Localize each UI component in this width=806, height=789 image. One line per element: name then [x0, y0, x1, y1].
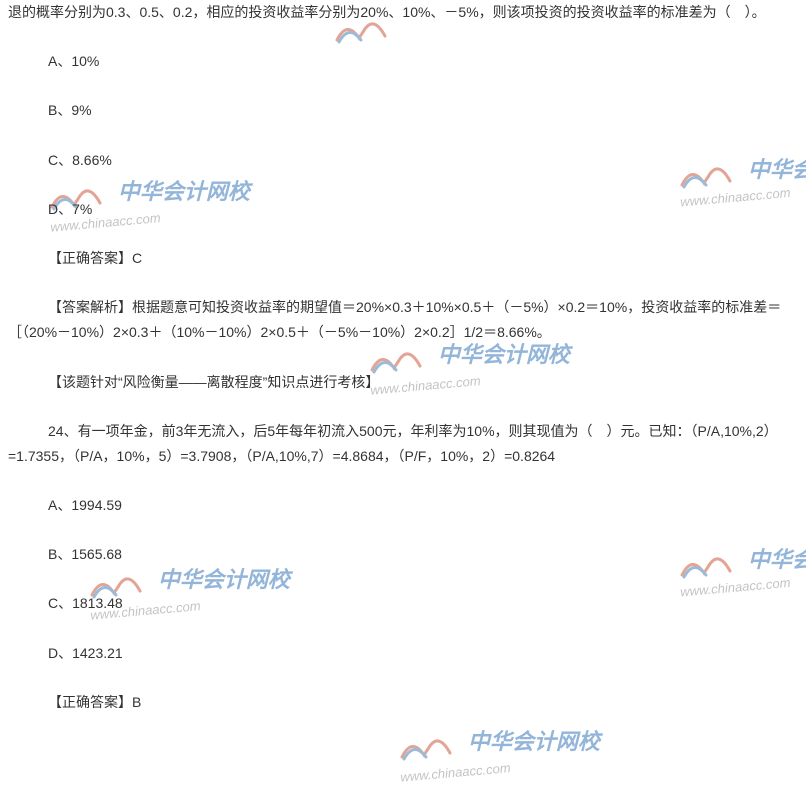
q24-option-c: C、1813.48 — [0, 591, 806, 616]
q23-knowledge-point: 【该题针对“风险衡量——离散程度”知识点进行考核】 — [0, 370, 806, 395]
q24-correct-answer: 【正确答案】B — [0, 690, 806, 715]
watermark-logo: 中华会计网校 www.chinaacc.com — [400, 722, 600, 781]
q24-option-b: B、1565.68 — [0, 542, 806, 567]
q23-analysis: 【答案解析】根据题意可知投资收益率的期望值＝20%×0.3＋10%×0.5＋（－… — [0, 295, 806, 345]
q24-stem: 24、有一项年金，前3年无流入，后5年每年初流入500元，年利率为10%，则其现… — [0, 419, 806, 469]
q23-correct-answer: 【正确答案】C — [0, 246, 806, 271]
q23-option-a: A、10% — [0, 49, 806, 74]
q23-stem-partial: 退的概率分别为0.3、0.5、0.2，相应的投资收益率分别为20%、10%、－5… — [0, 0, 806, 25]
q23-option-d: D、7% — [0, 197, 806, 222]
q23-option-b: B、9% — [0, 98, 806, 123]
q23-option-c: C、8.66% — [0, 148, 806, 173]
watermark-url: www.chinaacc.com — [399, 749, 600, 789]
q24-option-a: A、1994.59 — [0, 493, 806, 518]
q24-option-d: D、1423.21 — [0, 641, 806, 666]
